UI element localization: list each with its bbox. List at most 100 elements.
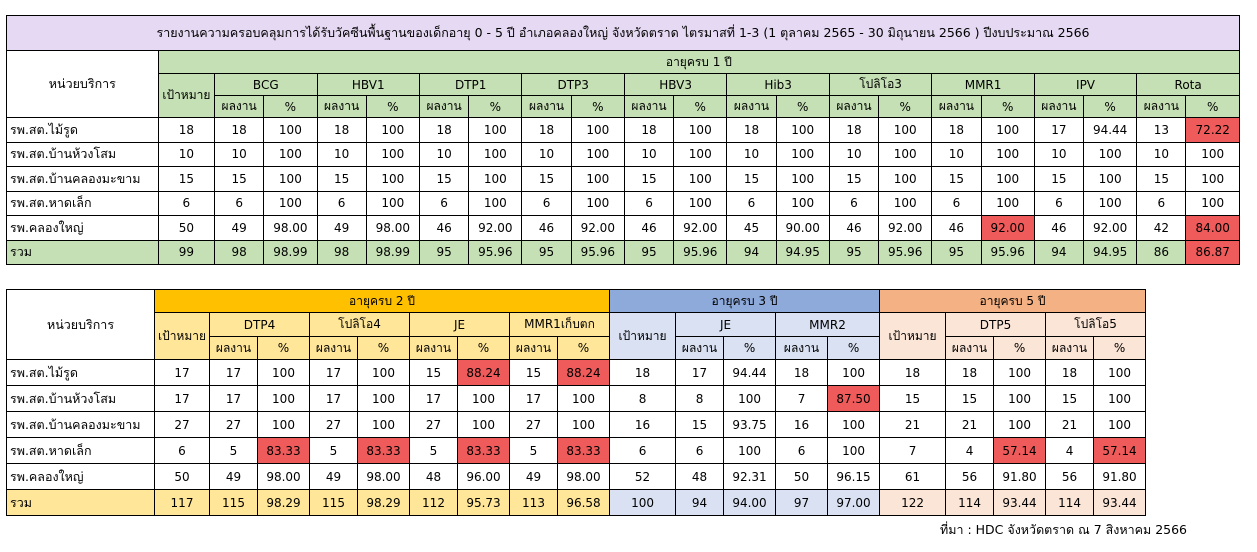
vaccine-header: DTP5 [945, 312, 1047, 337]
percent-cell: 100 [827, 359, 881, 386]
result-cell: 18 [945, 359, 995, 386]
result-cell: 27 [509, 411, 558, 438]
result-cell: 18 [316, 117, 367, 143]
unit-name: รพ.สต.หาดเล็ก [6, 437, 155, 464]
target-cell: 17 [154, 359, 210, 386]
result-cell: 17 [1033, 117, 1084, 143]
unit-header: หน่วยบริการ [6, 50, 159, 118]
percent-cell: 100 [1082, 166, 1138, 192]
target-cell: 15 [157, 166, 216, 192]
percent-cell: 100 [570, 190, 625, 216]
result-subheader: ผลงาน [945, 336, 995, 360]
result-cell: 46 [931, 215, 982, 241]
result-cell: 46 [521, 215, 572, 241]
percent-cell: 88.24 [457, 359, 510, 386]
result-cell: 18 [931, 117, 982, 143]
percent-cell: 72.22 [1185, 117, 1240, 143]
percent-cell: 100 [257, 385, 310, 412]
percent-cell: 93.44 [993, 489, 1047, 516]
result-cell: 6 [775, 437, 829, 464]
unit-name: รพ.สต.บ้านคลองมะขาม [6, 166, 159, 192]
result-cell: 15 [409, 359, 458, 386]
percent-cell: 100 [723, 437, 777, 464]
result-cell: 18 [214, 117, 265, 143]
percent-cell: 100 [357, 359, 410, 386]
result-cell: 27 [209, 411, 258, 438]
result-cell: 6 [726, 190, 777, 216]
percent-cell: 94.44 [1082, 117, 1138, 143]
percent-cell: 100 [673, 190, 728, 216]
percent-cell: 100 [257, 359, 310, 386]
percent-cell: 88.24 [556, 359, 611, 386]
result-cell: 6 [1136, 190, 1187, 216]
result-cell: 17 [209, 359, 258, 386]
result-cell: 6 [521, 190, 572, 216]
percent-cell: 100 [263, 117, 318, 143]
result-cell: 49 [214, 215, 265, 241]
result-cell: 21 [1045, 411, 1095, 438]
percent-cell: 83.33 [257, 437, 310, 464]
result-cell: 17 [409, 385, 458, 412]
percent-cell: 100 [357, 385, 410, 412]
result-subheader: ผลงาน [409, 336, 458, 360]
result-cell: 95 [521, 239, 572, 265]
vaccine-header: DTP1 [418, 73, 523, 96]
percent-subheader: % [257, 336, 310, 360]
unit-name: รวม [6, 239, 159, 265]
result-cell: 95 [828, 239, 880, 265]
result-subheader: ผลงาน [931, 95, 982, 118]
percent-subheader: % [570, 95, 625, 118]
result-cell: 21 [945, 411, 995, 438]
vaccine-header: MMR1 [931, 73, 1035, 96]
unit-name: รพ.คลองใหญ่ [6, 215, 159, 241]
result-cell: 86 [1136, 239, 1187, 265]
result-cell: 15 [214, 166, 265, 192]
result-cell: 15 [931, 166, 982, 192]
result-cell: 56 [1045, 463, 1095, 490]
percent-cell: 100 [263, 166, 318, 192]
percent-cell: 100 [723, 385, 777, 412]
result-cell: 42 [1136, 215, 1187, 241]
table-row: รพ.คลองใหญ่ 50 49 98.00 49 98.00 48 96.00 49 98.0… [6, 463, 1147, 490]
vaccine-header: HBV3 [623, 73, 728, 96]
percent-subheader: % [1082, 95, 1138, 118]
percent-cell: 87.50 [827, 385, 881, 412]
result-cell: 10 [316, 141, 367, 167]
result-cell: 15 [623, 166, 675, 192]
percent-cell: 100 [878, 117, 933, 143]
percent-cell: 100 [365, 117, 420, 143]
result-cell: 10 [521, 141, 572, 167]
target-cell: 99 [157, 239, 216, 265]
percent-cell: 100 [457, 411, 510, 438]
percent-cell: 100 [775, 117, 830, 143]
percent-cell: 96.58 [556, 489, 611, 516]
result-subheader: ผลงาน [1033, 95, 1084, 118]
percent-cell: 57.14 [1093, 437, 1147, 464]
target-header: เป้าหมาย [879, 312, 947, 360]
percent-cell: 92.00 [980, 215, 1035, 241]
percent-cell: 100 [263, 141, 318, 167]
percent-subheader: % [1185, 95, 1240, 118]
target-cell: 17 [154, 385, 210, 412]
vaccine-header: JE [409, 312, 510, 337]
result-cell: 4 [1045, 437, 1095, 464]
result-cell: 8 [675, 385, 725, 412]
percent-cell: 95.96 [673, 239, 728, 265]
total-row: รวม 117 115 98.29 115 98.29 112 95.73 113 96.58 10… [6, 489, 1147, 516]
result-subheader: ผลงาน [418, 95, 470, 118]
percent-cell: 98.99 [365, 239, 420, 265]
percent-cell: 96.15 [827, 463, 881, 490]
percent-cell: 92.31 [723, 463, 777, 490]
unit-name: รพ.สต.ไม้รูด [6, 117, 159, 143]
target-cell: 21 [879, 411, 947, 438]
total-row: รวม 99 98 98.99 98 98.99 95 95.96 95 95.96 95 95.96… [6, 239, 1240, 265]
percent-cell: 86.87 [1185, 239, 1240, 265]
percent-cell: 95.96 [980, 239, 1035, 265]
result-subheader: ผลงาน [309, 336, 358, 360]
result-cell: 6 [1033, 190, 1084, 216]
target-cell: 7 [879, 437, 947, 464]
vaccine-header: โปลิโอ4 [309, 312, 410, 337]
target-cell: 100 [609, 489, 677, 516]
percent-cell: 100 [1185, 141, 1240, 167]
unit-name: รพ.สต.หาดเล็ก [6, 190, 159, 216]
